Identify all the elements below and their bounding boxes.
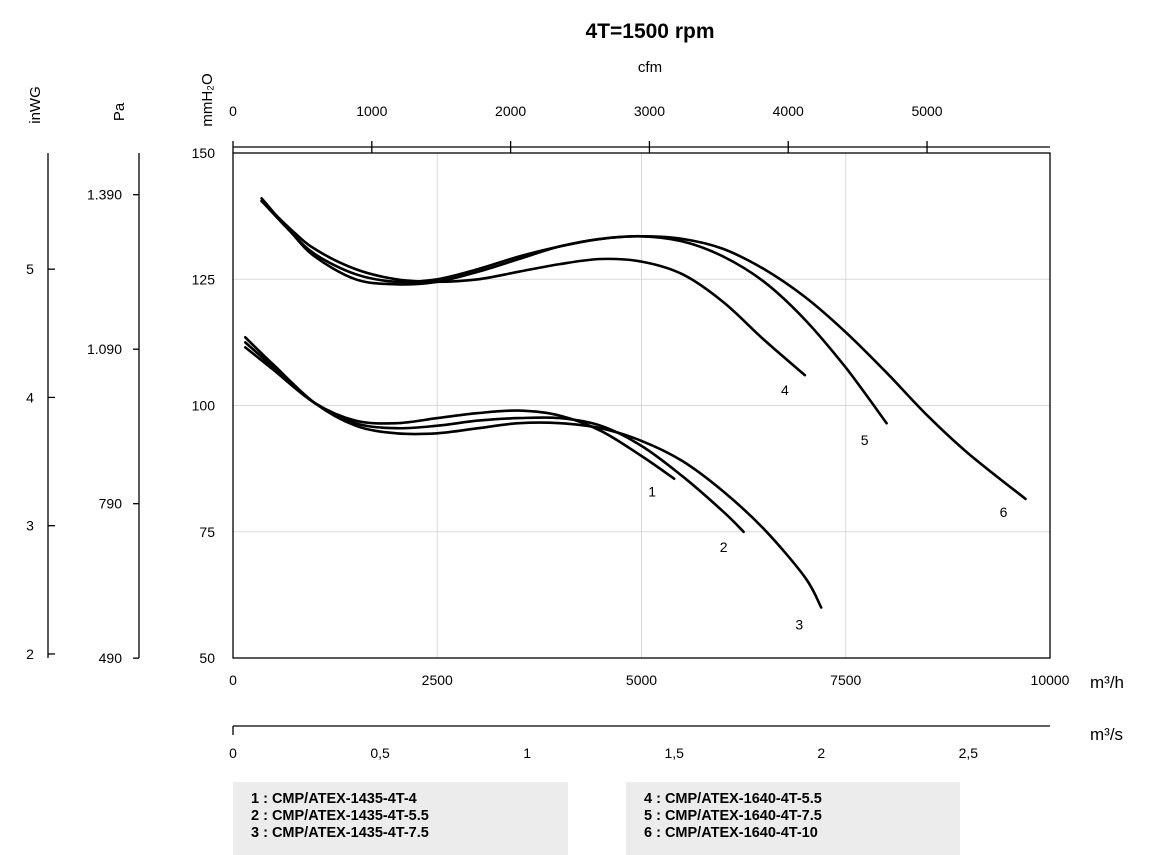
top-axis-label: cfm (638, 59, 662, 76)
y-axis-pa: 490 790 1.090 1.390 (87, 153, 140, 666)
top-axis: 0 1000 2000 3000 4000 5000 (229, 103, 1050, 153)
mmh2o-axis-label: mmH₂O (199, 73, 216, 126)
pa-axis-label: Pa (111, 102, 128, 121)
legend-item-6: 6 : CMP/ATEX-1640-4T-10 (644, 825, 818, 841)
legend-item-4: 4 : CMP/ATEX-1640-4T-5.5 (644, 791, 822, 807)
curve-label-5: 5 (861, 432, 869, 448)
legend-item-2: 2 : CMP/ATEX-1435-4T-5.5 (251, 808, 429, 824)
inwg-tick-label: 2 (26, 646, 34, 662)
x-tick-label: 0 (229, 672, 237, 688)
y-tick-label: 100 (192, 398, 216, 414)
y-axis-inwg: 2 3 4 5 (26, 153, 55, 662)
curve-6 (260, 197, 1027, 501)
legend-item-3: 3 : CMP/ATEX-1435-4T-7.5 (251, 825, 429, 841)
curve-2 (244, 341, 745, 534)
x-tick-label: 10000 (1031, 672, 1070, 688)
cfm-tick-label: 5000 (911, 103, 942, 119)
curve-5 (260, 199, 888, 425)
m3s-tick-label: 2,5 (959, 745, 979, 761)
legend-left: 1 : CMP/ATEX-1435-4T-4 2 : CMP/ATEX-1435… (233, 782, 568, 855)
y-tick-label: 75 (199, 524, 215, 540)
m3h-axis-label: m³/h (1090, 673, 1124, 692)
inwg-tick-label: 3 (26, 518, 34, 534)
m3s-tick-label: 1 (523, 745, 531, 761)
curve-label-6: 6 (1000, 504, 1008, 520)
inwg-axis-label: inWG (27, 86, 44, 124)
legend-item-5: 5 : CMP/ATEX-1640-4T-7.5 (644, 808, 822, 824)
x-axis-m3s: 0 0,5 1 1,5 2 2,5 (229, 725, 1050, 761)
curve-labels: 1 2 3 4 5 6 (648, 382, 1007, 632)
curve-label-1: 1 (648, 484, 656, 500)
plot-frame (232, 152, 1051, 659)
curve-1 (244, 346, 676, 480)
y-axis-mmh2o: 50 75 100 125 150 (192, 145, 216, 666)
cfm-tick-label: 2000 (495, 103, 526, 119)
pa-tick-label: 490 (99, 650, 123, 666)
m3s-tick-label: 0,5 (370, 745, 390, 761)
cfm-tick-label: 4000 (773, 103, 804, 119)
m3s-axis-label: m³/s (1090, 725, 1123, 744)
cfm-tick-label: 0 (229, 103, 237, 119)
legend-item-1: 1 : CMP/ATEX-1435-4T-4 (251, 791, 417, 807)
chart-title: 4T=1500 rpm (586, 20, 715, 43)
curve-3 (244, 336, 823, 609)
curve-4 (260, 199, 807, 377)
pa-tick-label: 1.390 (87, 187, 122, 203)
y-tick-label: 150 (192, 145, 216, 161)
cfm-tick-label: 1000 (356, 103, 387, 119)
grid (233, 153, 1050, 658)
y-tick-label: 125 (192, 271, 216, 287)
pa-tick-label: 790 (99, 496, 123, 512)
curve-label-2: 2 (720, 539, 728, 555)
m3s-tick-label: 0 (229, 745, 237, 761)
legend-right: 4 : CMP/ATEX-1640-4T-5.5 5 : CMP/ATEX-16… (626, 782, 960, 855)
cfm-tick-label: 3000 (634, 103, 665, 119)
m3s-tick-label: 2 (817, 745, 825, 761)
x-axis-m3h: 0 2500 5000 7500 10000 (229, 672, 1070, 688)
inwg-tick-label: 4 (26, 389, 34, 405)
curve-label-4: 4 (781, 382, 789, 398)
curve-label-3: 3 (795, 617, 803, 633)
x-tick-label: 5000 (626, 672, 657, 688)
inwg-tick-label: 5 (26, 261, 34, 277)
x-tick-label: 2500 (422, 672, 453, 688)
x-tick-label: 7500 (830, 672, 861, 688)
m3s-tick-label: 1,5 (664, 745, 684, 761)
curves (244, 197, 1027, 609)
pa-tick-label: 1.090 (87, 341, 122, 357)
y-tick-label: 50 (199, 650, 215, 666)
